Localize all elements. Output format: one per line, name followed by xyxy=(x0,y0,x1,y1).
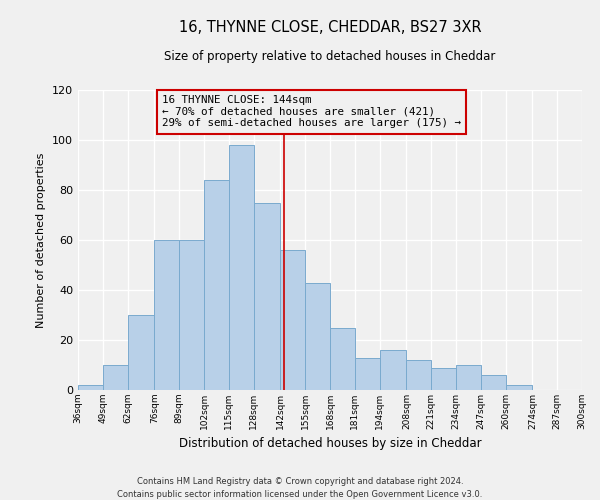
Text: 16, THYNNE CLOSE, CHEDDAR, BS27 3XR: 16, THYNNE CLOSE, CHEDDAR, BS27 3XR xyxy=(179,20,481,35)
Y-axis label: Number of detached properties: Number of detached properties xyxy=(37,152,46,328)
Text: Size of property relative to detached houses in Cheddar: Size of property relative to detached ho… xyxy=(164,50,496,63)
Bar xyxy=(506,385,532,390)
Bar xyxy=(406,360,431,390)
Bar xyxy=(103,365,128,390)
Bar xyxy=(280,250,305,390)
Bar xyxy=(431,368,456,390)
Bar xyxy=(481,375,506,390)
Bar xyxy=(204,180,229,390)
Bar xyxy=(330,328,355,390)
Bar xyxy=(355,358,380,390)
Bar xyxy=(154,240,179,390)
Text: Contains HM Land Registry data © Crown copyright and database right 2024.: Contains HM Land Registry data © Crown c… xyxy=(137,478,463,486)
Bar xyxy=(305,282,330,390)
X-axis label: Distribution of detached houses by size in Cheddar: Distribution of detached houses by size … xyxy=(179,438,481,450)
Bar xyxy=(128,315,154,390)
Bar xyxy=(456,365,481,390)
Bar xyxy=(254,202,280,390)
Bar xyxy=(78,385,103,390)
Text: Contains public sector information licensed under the Open Government Licence v3: Contains public sector information licen… xyxy=(118,490,482,499)
Bar xyxy=(179,240,204,390)
Bar xyxy=(380,350,406,390)
Bar xyxy=(229,145,254,390)
Text: 16 THYNNE CLOSE: 144sqm
← 70% of detached houses are smaller (421)
29% of semi-d: 16 THYNNE CLOSE: 144sqm ← 70% of detache… xyxy=(162,95,461,128)
